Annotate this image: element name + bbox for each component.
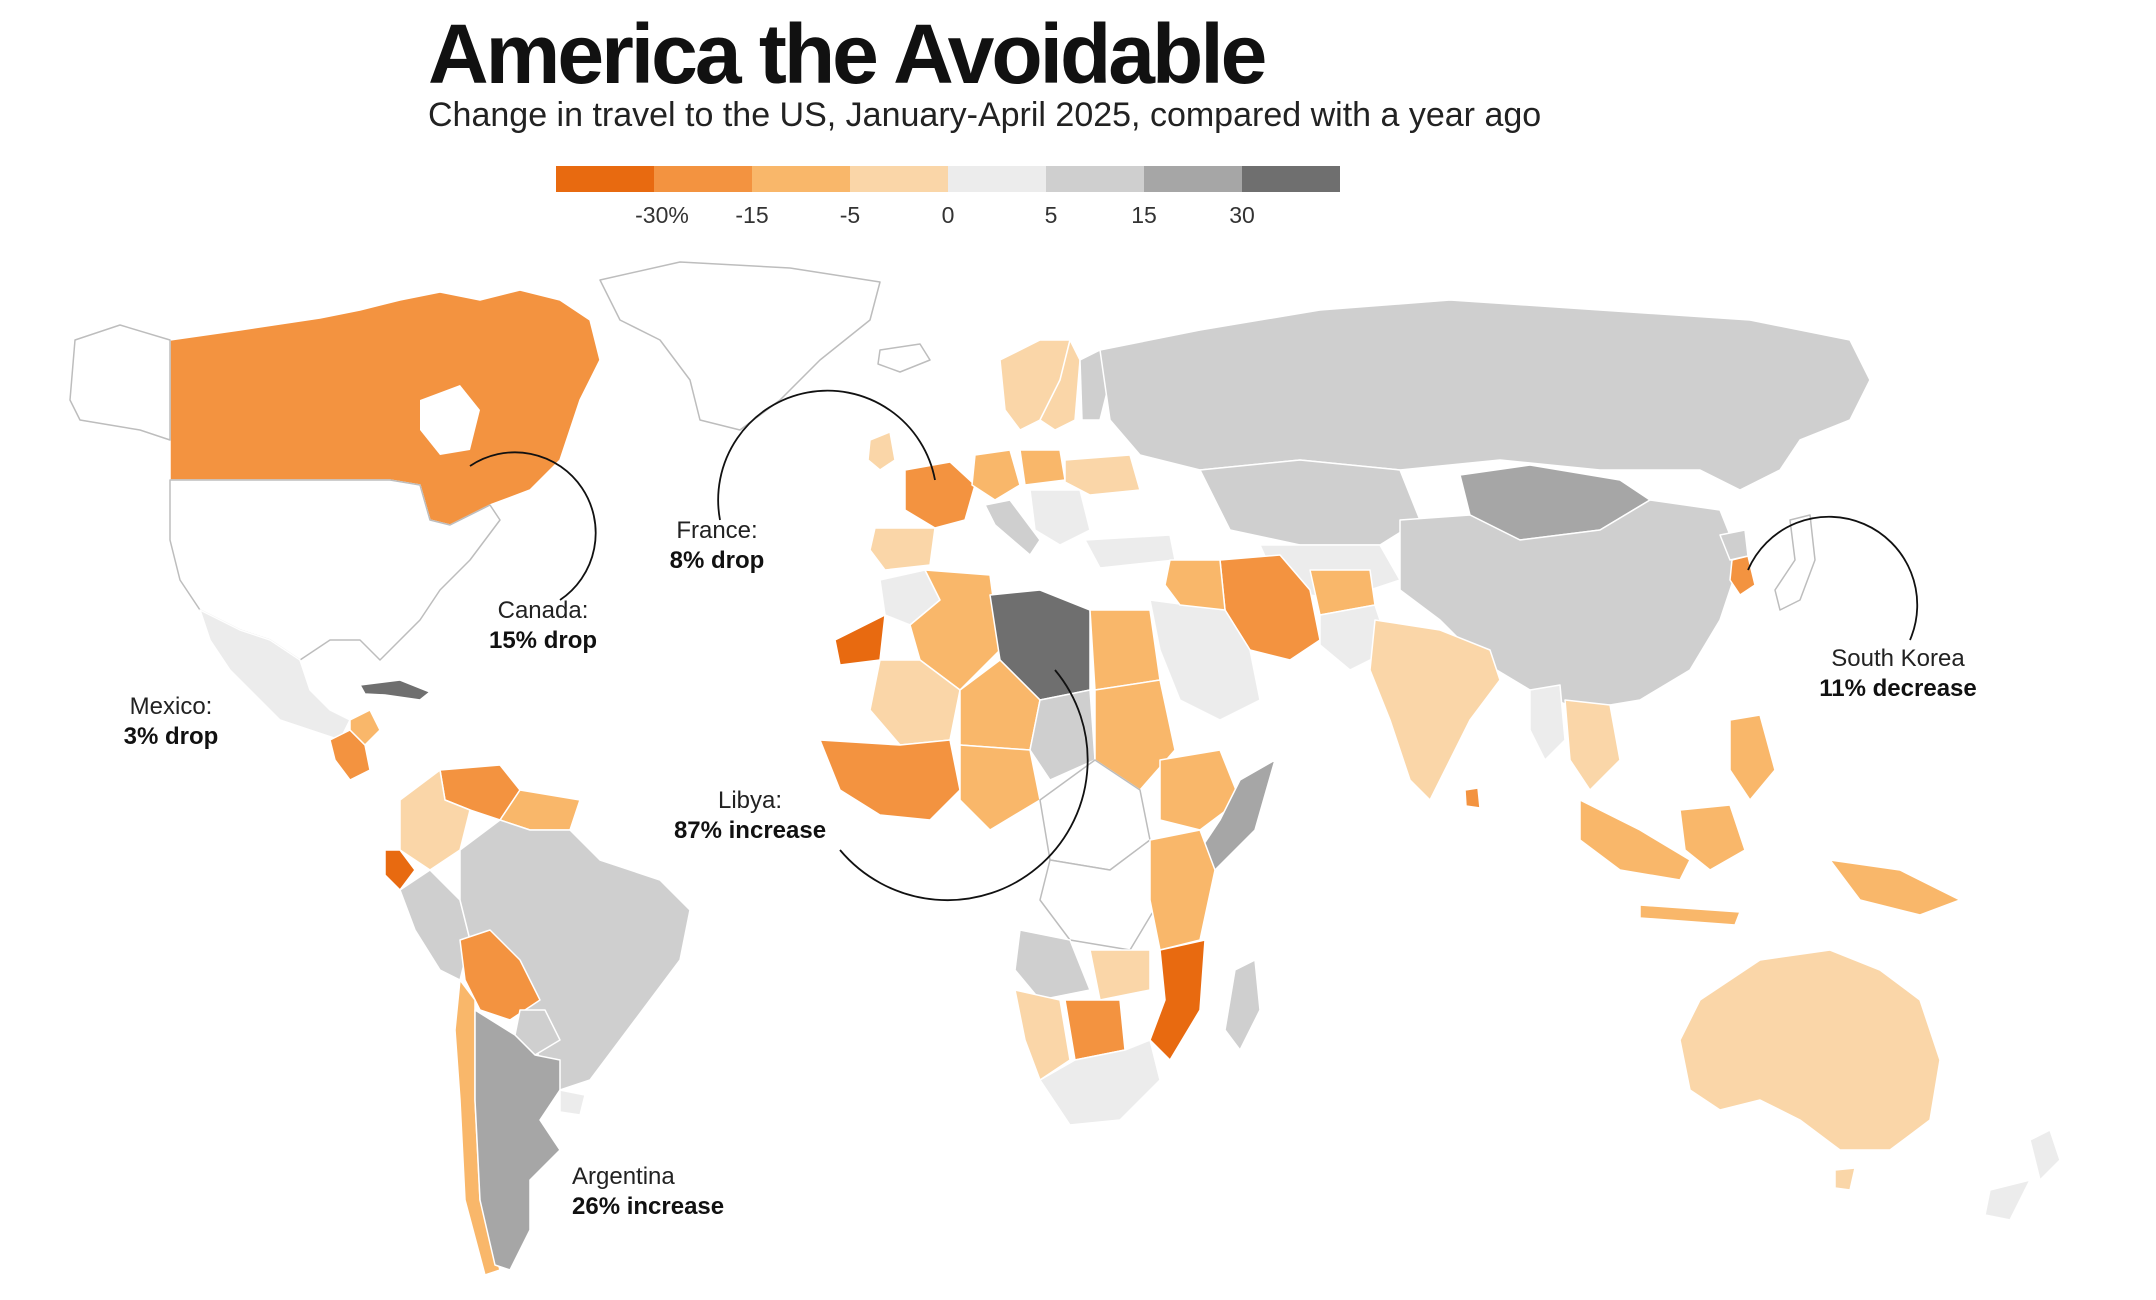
region-italy xyxy=(984,499,1041,556)
region-russia xyxy=(1099,299,1871,491)
legend-tick-1: -30% xyxy=(635,202,689,228)
region-kenya-tanzania xyxy=(1149,829,1216,951)
south-korea-callout-value: 11% decrease xyxy=(1819,675,1977,702)
region-spain xyxy=(869,527,936,571)
region-colombia xyxy=(399,769,471,871)
region-drc xyxy=(1039,839,1161,951)
region-egypt xyxy=(1089,609,1161,691)
france-callout-name: France: xyxy=(676,517,758,544)
region-indonesia xyxy=(1579,799,1691,881)
region-new-zealand-south xyxy=(1984,1179,2031,1221)
region-borneo xyxy=(1679,804,1746,871)
argentina-callout: Argentina 26% increase xyxy=(572,1162,742,1222)
region-germany xyxy=(971,449,1021,501)
region-namibia xyxy=(1014,989,1071,1081)
region-hudson-bay xyxy=(420,385,480,455)
region-japan xyxy=(1774,514,1816,611)
legend-swatch-1 xyxy=(556,166,654,192)
canada-callout-name: Canada: xyxy=(497,597,589,624)
legend-swatch-5 xyxy=(948,166,1046,192)
region-sri-lanka xyxy=(1464,787,1481,809)
mexico-callout: Mexico: 3% drop xyxy=(106,692,236,752)
region-botswana xyxy=(1064,999,1126,1061)
libya-callout: Libya: 87% increase xyxy=(660,786,840,846)
france-callout-value: 8% drop xyxy=(669,547,765,574)
south-korea-callout-arc xyxy=(1747,515,1919,641)
region-west-africa xyxy=(819,739,961,821)
region-philippines xyxy=(1729,714,1776,801)
region-greenland xyxy=(599,261,881,431)
region-madagascar xyxy=(1224,959,1261,1051)
region-sudan xyxy=(1094,679,1176,791)
south-korea-callout-name: South Korea xyxy=(1831,645,1965,672)
region-mozambique xyxy=(1149,939,1206,1061)
region-ethiopia xyxy=(1159,749,1241,831)
legend-tick-6: 15 xyxy=(1131,202,1157,228)
region-tasmania xyxy=(1834,1167,1856,1191)
legend-swatch-4 xyxy=(850,166,948,192)
region-nigeria xyxy=(959,744,1041,831)
region-ukraine xyxy=(1064,454,1141,496)
region-new-zealand xyxy=(2029,1129,2061,1181)
region-south-africa xyxy=(1039,1039,1161,1126)
region-western-sahara xyxy=(834,614,886,666)
region-turkey xyxy=(1084,534,1176,569)
canada-callout-arc xyxy=(469,451,597,601)
mexico-callout-value: 3% drop xyxy=(123,723,219,750)
legend-tick-3: -5 xyxy=(839,202,861,228)
argentina-callout-value: 26% increase xyxy=(572,1193,725,1220)
region-saudi-arabia xyxy=(1149,599,1261,721)
region-iceland xyxy=(877,343,931,373)
south-korea-callout: South Korea 11% decrease xyxy=(1808,644,1988,704)
region-thailand-vietnam xyxy=(1564,699,1621,791)
mexico-callout-name: Mexico: xyxy=(129,693,213,720)
region-alaska xyxy=(69,324,171,441)
libya-callout-value: 87% increase xyxy=(673,817,827,844)
libya-callout-name: Libya: xyxy=(717,787,783,814)
libya-callout-arc xyxy=(839,669,1089,902)
region-angola xyxy=(1014,929,1091,1001)
region-paraguay xyxy=(514,1009,561,1056)
region-cuba xyxy=(359,679,431,701)
legend-bar xyxy=(556,166,1340,192)
chart-title: America the Avoidable xyxy=(428,7,1267,101)
color-legend: -30% -15 -5 0 5 15 30 xyxy=(556,166,1346,236)
region-france xyxy=(904,461,976,529)
region-java xyxy=(1639,904,1741,926)
region-uruguay xyxy=(559,1089,586,1116)
region-india xyxy=(1369,619,1501,801)
region-ecuador xyxy=(384,849,416,891)
region-north-korea xyxy=(1719,529,1749,561)
legend-swatch-6 xyxy=(1046,166,1144,192)
region-poland xyxy=(1019,449,1066,486)
region-iraq xyxy=(1164,559,1226,611)
legend-tick-4: 0 xyxy=(941,202,955,228)
legend-tick-2: -15 xyxy=(735,202,769,228)
legend-tick-7: 30 xyxy=(1229,202,1255,228)
region-united-kingdom xyxy=(867,431,896,471)
legend-swatch-2 xyxy=(654,166,752,192)
legend-tick-5: 5 xyxy=(1044,202,1058,228)
france-callout-arc xyxy=(717,389,936,521)
region-argentina xyxy=(474,1009,561,1271)
chart-subtitle: Change in travel to the US, January-Apri… xyxy=(428,96,1542,134)
region-australia xyxy=(1679,949,1941,1151)
region-central-america-2 xyxy=(349,709,381,746)
region-papua xyxy=(1829,859,1961,916)
region-mexico xyxy=(199,609,351,741)
region-zambia xyxy=(1089,949,1151,1001)
region-myanmar xyxy=(1529,684,1566,761)
france-callout: France: 8% drop xyxy=(652,516,782,576)
region-balkans xyxy=(1029,489,1091,546)
argentina-callout-name: Argentina xyxy=(572,1163,675,1190)
canada-callout: Canada: 15% drop xyxy=(478,596,608,656)
legend-swatch-8 xyxy=(1242,166,1340,192)
canada-callout-value: 15% drop xyxy=(488,627,598,654)
legend-swatch-7 xyxy=(1144,166,1242,192)
legend-swatch-3 xyxy=(752,166,850,192)
region-kazakhstan xyxy=(1199,459,1421,546)
